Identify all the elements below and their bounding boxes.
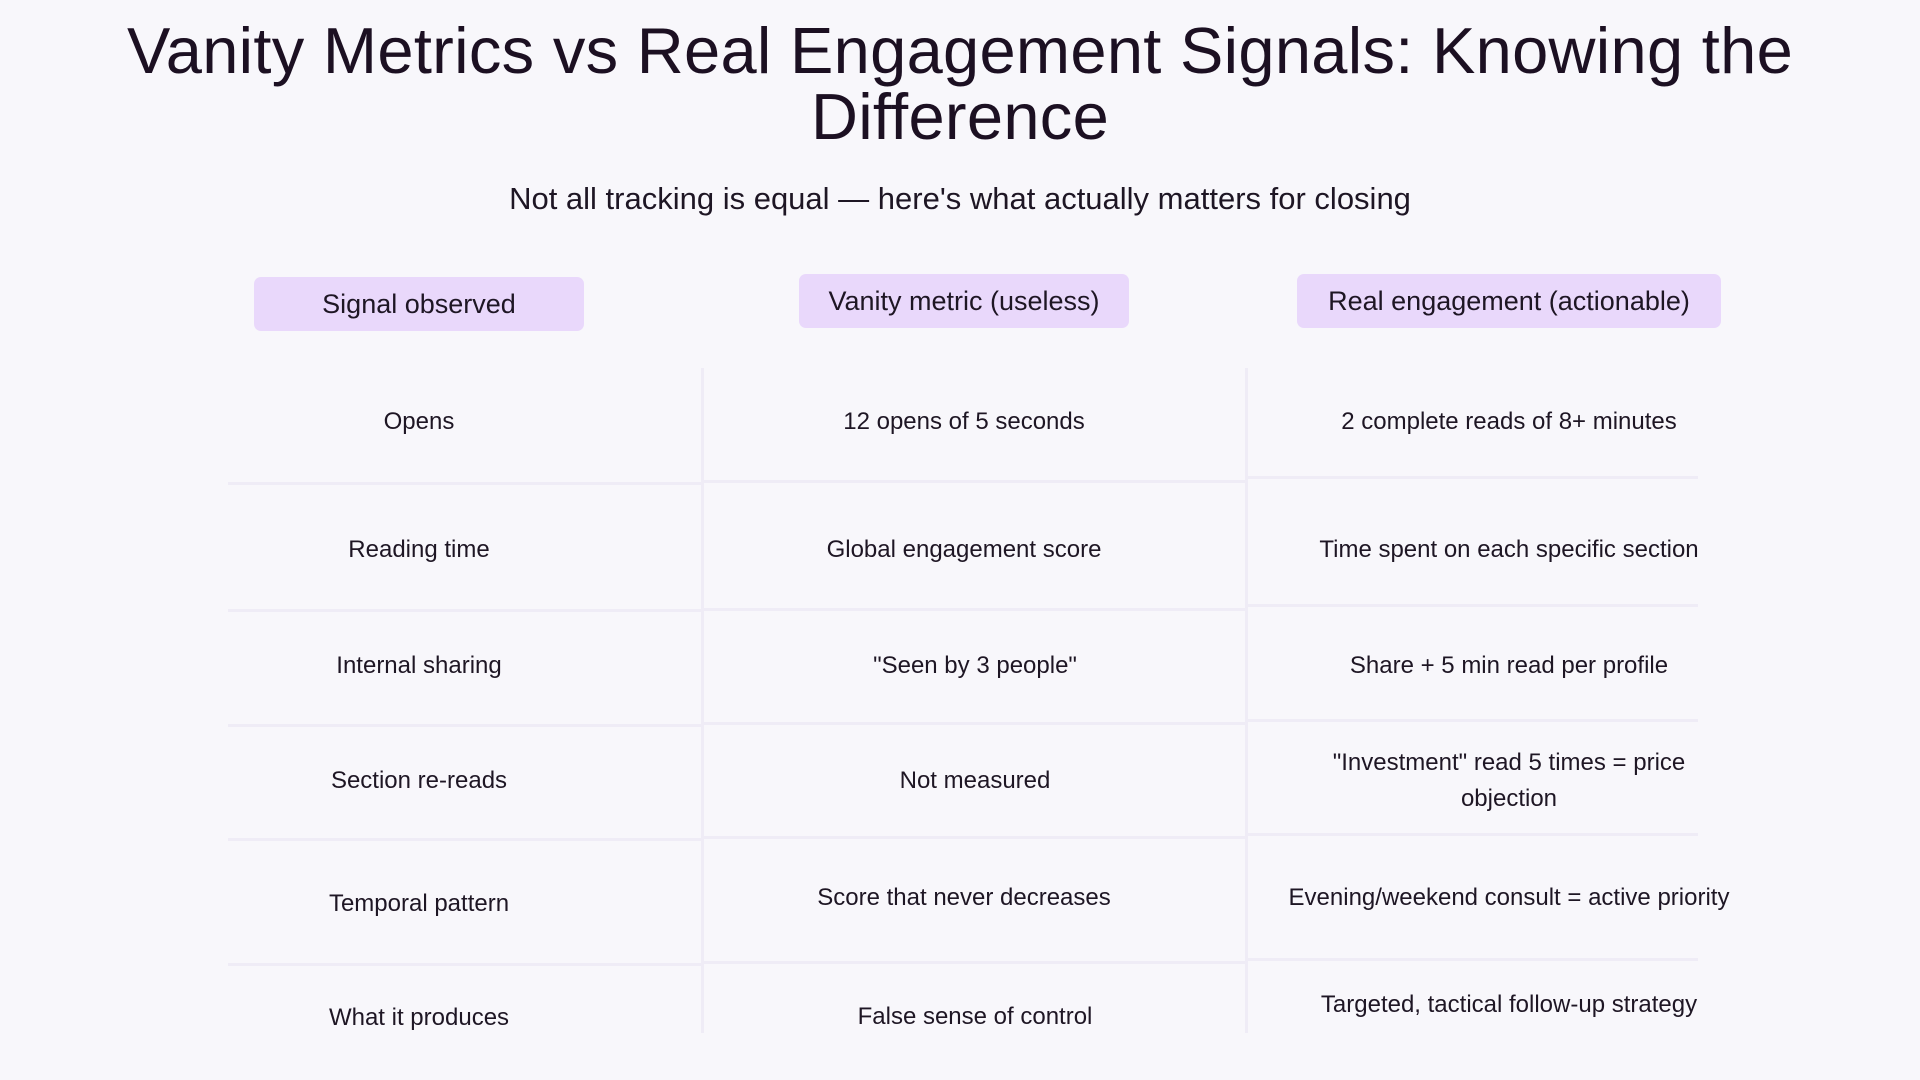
page-subtitle: Not all tracking is equal — here's what … (509, 181, 1411, 216)
table-cell-signal: Opens (383, 408, 455, 435)
row-divider (702, 961, 1246, 964)
row-divider (702, 722, 1246, 725)
table-cell-signal: What it produces (328, 1004, 510, 1031)
table-cell-real: Time spent on each specific section (1319, 536, 1699, 563)
table-cell-vanity: False sense of control (857, 1003, 1093, 1030)
row-divider (1246, 958, 1698, 961)
column-divider (1245, 368, 1248, 1033)
column-divider (701, 368, 704, 1033)
header-signal-observed: Signal observed (254, 277, 584, 331)
table-cell-real: Share + 5 min read per profile (1349, 652, 1669, 679)
table-cell-signal: Section re-reads (330, 767, 508, 794)
table-cell-signal: Reading time (348, 536, 490, 563)
header-real-engagement: Real engagement (actionable) (1297, 274, 1721, 328)
row-divider (228, 724, 702, 727)
row-divider (1246, 476, 1698, 479)
row-divider (702, 608, 1246, 611)
row-divider (1246, 719, 1698, 722)
table-cell-signal: Temporal pattern (328, 890, 510, 917)
table-cell-vanity: Global engagement score (826, 536, 1102, 563)
row-divider (228, 838, 702, 841)
page-title: Vanity Metrics vs Real Engagement Signal… (126, 14, 1794, 153)
row-divider (702, 480, 1246, 483)
table-cell-vanity: Score that never decreases (817, 884, 1111, 911)
table-cell-real: "Investment" read 5 times = price object… (1332, 749, 1686, 812)
row-divider (228, 963, 702, 966)
row-divider (702, 836, 1246, 839)
table-cell-real: Evening/weekend consult = active priorit… (1288, 884, 1730, 911)
row-divider (1246, 604, 1698, 607)
row-divider (228, 482, 702, 485)
table-cell-vanity: Not measured (899, 767, 1051, 794)
table-cell-real: 2 complete reads of 8+ minutes (1341, 408, 1677, 435)
table-cell-signal: Internal sharing (336, 652, 502, 679)
row-divider (1246, 833, 1698, 836)
header-vanity-metric: Vanity metric (useless) (799, 274, 1129, 328)
row-divider (228, 609, 702, 612)
table-cell-real: Targeted, tactical follow-up strategy (1320, 991, 1698, 1018)
table-cell-vanity: 12 opens of 5 seconds (843, 408, 1085, 435)
table-cell-vanity: "Seen by 3 people" (873, 652, 1077, 679)
